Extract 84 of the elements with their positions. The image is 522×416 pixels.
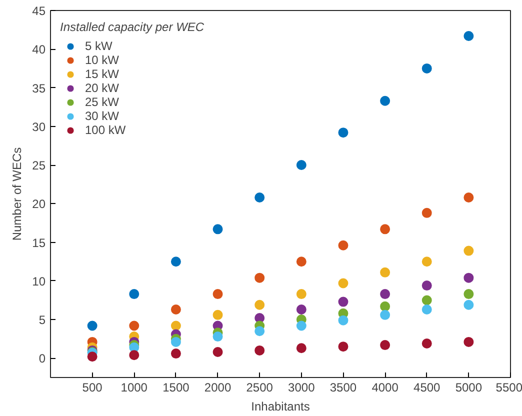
x-tick-label: 5000 bbox=[455, 380, 482, 394]
point bbox=[296, 304, 306, 314]
point bbox=[422, 208, 432, 218]
point bbox=[170, 348, 181, 359]
legend-label: 5 kW bbox=[85, 39, 112, 53]
point bbox=[212, 332, 223, 342]
point bbox=[296, 160, 306, 170]
legend-label: 15 kW bbox=[85, 67, 120, 81]
point bbox=[212, 310, 223, 320]
point bbox=[338, 315, 348, 326]
y-tick-label: 25 bbox=[32, 158, 46, 173]
point bbox=[254, 300, 265, 310]
y-tick-label: 30 bbox=[32, 120, 46, 134]
y-tick-label: 0 bbox=[38, 352, 46, 366]
y-tick-label: 20 bbox=[32, 197, 46, 212]
point bbox=[254, 272, 265, 283]
x-tick-label: 2000 bbox=[204, 380, 232, 394]
y-tick-label: 10 bbox=[32, 274, 46, 288]
point bbox=[338, 296, 348, 307]
point bbox=[212, 224, 223, 234]
point bbox=[296, 289, 306, 300]
point bbox=[464, 272, 474, 283]
x-tick-label: 4500 bbox=[414, 380, 441, 394]
point bbox=[380, 289, 390, 300]
point bbox=[296, 343, 306, 354]
point bbox=[296, 320, 306, 331]
point bbox=[338, 278, 348, 288]
legend-label: 100 kW bbox=[85, 123, 126, 137]
point bbox=[254, 326, 265, 336]
point bbox=[422, 280, 432, 291]
point bbox=[422, 63, 432, 74]
point bbox=[129, 350, 140, 360]
y-tick-label: 5 bbox=[38, 313, 46, 328]
legend-label: 10 kW bbox=[85, 53, 120, 67]
legend-title: Installed capacity per WEC bbox=[60, 20, 204, 34]
point bbox=[338, 128, 348, 138]
point bbox=[422, 338, 432, 348]
point bbox=[464, 192, 474, 202]
point bbox=[87, 352, 98, 362]
point bbox=[338, 342, 348, 352]
y-tick-label: 45 bbox=[32, 4, 46, 18]
x-tick-label: 1000 bbox=[120, 380, 148, 394]
x-tick-label: 4000 bbox=[372, 380, 399, 394]
point bbox=[170, 256, 181, 267]
point bbox=[212, 347, 223, 357]
point bbox=[129, 320, 140, 331]
point bbox=[380, 340, 390, 350]
point bbox=[464, 289, 474, 300]
point bbox=[170, 320, 181, 331]
point bbox=[87, 320, 98, 331]
legend-label: 20 kW bbox=[85, 81, 120, 95]
point bbox=[464, 336, 474, 347]
point bbox=[464, 246, 474, 256]
x-axis-title: Inhabitants bbox=[251, 400, 310, 414]
y-tick-label: 15 bbox=[32, 236, 46, 250]
point bbox=[254, 192, 265, 202]
point bbox=[422, 304, 432, 314]
point bbox=[296, 256, 306, 267]
point bbox=[380, 301, 390, 312]
point bbox=[129, 289, 140, 300]
x-tick-label: 500 bbox=[82, 380, 103, 394]
legend-label: 25 kW bbox=[85, 95, 120, 109]
x-tick-label: 3000 bbox=[288, 380, 316, 394]
x-tick-label: 1500 bbox=[162, 380, 190, 394]
x-tick-label: 3500 bbox=[330, 380, 357, 394]
x-tick-label: 2500 bbox=[246, 380, 274, 394]
point bbox=[212, 289, 223, 300]
legend-label: 30 kW bbox=[85, 109, 120, 123]
x-tick-label: 5500 bbox=[496, 380, 522, 394]
point bbox=[380, 310, 390, 320]
point bbox=[464, 31, 474, 41]
point bbox=[422, 295, 432, 306]
point bbox=[380, 224, 390, 234]
y-tick-label: 40 bbox=[32, 42, 46, 57]
point bbox=[380, 267, 390, 278]
point bbox=[170, 304, 181, 314]
point bbox=[464, 300, 474, 310]
point bbox=[170, 336, 181, 347]
y-tick-label: 35 bbox=[32, 81, 46, 96]
point bbox=[422, 256, 432, 267]
point bbox=[380, 96, 390, 106]
y-axis-title: Number of WECs bbox=[10, 147, 24, 241]
point bbox=[338, 240, 348, 250]
point bbox=[254, 345, 265, 356]
